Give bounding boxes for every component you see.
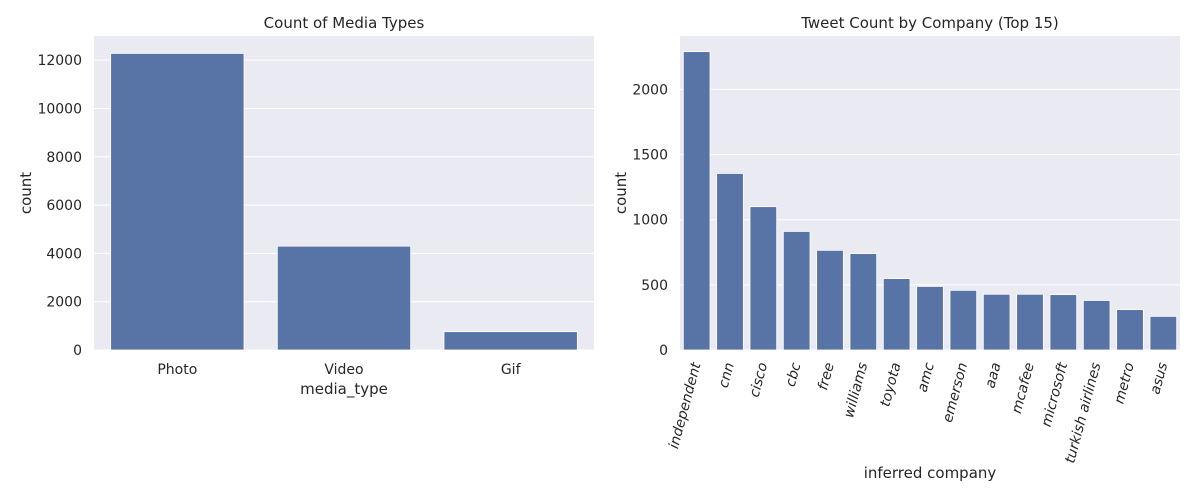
y-tick-label: 6000: [46, 198, 82, 214]
y-tick-label: 500: [641, 278, 668, 294]
bar: [443, 331, 578, 351]
chart-company-tweets: 0 500 1000 1500 2000 independent cnn cisco cbc f…: [612, 14, 1180, 482]
bar: [782, 231, 811, 351]
x-tick-label: williams: [841, 361, 871, 420]
bar: [949, 289, 978, 351]
x-tick-label: cbc: [783, 361, 805, 389]
bar: [816, 249, 844, 351]
bar: [276, 245, 412, 351]
bar: [982, 293, 1011, 351]
y-tick-label: 0: [659, 343, 668, 359]
x-tick-label: emerson: [940, 361, 971, 424]
chart-title: Count of Media Types: [264, 14, 425, 32]
y-axis-label: count: [612, 172, 630, 214]
bar: [682, 51, 711, 351]
x-tick-label: free: [815, 361, 838, 392]
y-tick-label: 2000: [632, 82, 668, 98]
bar: [1082, 300, 1111, 351]
bar: [1116, 309, 1144, 351]
x-tick-label: turkish airlines: [1062, 361, 1104, 465]
x-ticks: Photo Video Gif: [157, 362, 521, 378]
x-tick-label: microsoft: [1039, 360, 1072, 428]
chart-title: Tweet Count by Company (Top 15): [800, 14, 1059, 32]
x-tick-label: independent: [666, 360, 704, 450]
x-axis-label: media_type: [300, 380, 388, 399]
x-tick-label: toyota: [877, 361, 904, 409]
y-tick-label: 0: [73, 343, 82, 359]
bars: [110, 52, 578, 351]
y-tick-label: 1000: [632, 213, 668, 229]
x-tick-label: mcafee: [1009, 361, 1038, 415]
bar: [749, 206, 778, 351]
x-tick-label: amc: [915, 361, 938, 394]
bar: [1049, 294, 1078, 351]
bar: [916, 286, 944, 351]
x-tick-label: asus: [1147, 361, 1171, 396]
x-tick-label: Gif: [501, 362, 522, 378]
x-tick-label: Video: [324, 362, 363, 378]
x-ticks: independent cnn cisco cbc free williams toyota…: [666, 360, 1171, 465]
y-tick-label: 1500: [632, 148, 668, 164]
x-tick-label: metro: [1112, 361, 1138, 406]
y-tick-label: 12000: [37, 53, 82, 69]
y-ticks: 0 500 1000 1500 2000: [632, 82, 668, 359]
bar: [1149, 315, 1178, 351]
x-axis-label: inferred company: [864, 464, 997, 482]
bars: [682, 51, 1178, 351]
x-tick-label: aaa: [982, 361, 1004, 390]
y-tick-label: 2000: [46, 295, 82, 311]
y-tick-label: 8000: [46, 150, 82, 166]
bar: [110, 52, 245, 351]
bar: [716, 173, 744, 351]
y-ticks: 0 2000 4000 6000 8000 10000 12000: [37, 53, 82, 359]
chart-media-types: 0 2000 4000 6000 8000 10000 12000 Photo Video Gi…: [17, 14, 594, 399]
bar: [1016, 293, 1044, 351]
y-tick-label: 10000: [37, 101, 82, 117]
bar: [849, 253, 878, 351]
y-axis-label: count: [17, 172, 35, 214]
y-tick-label: 4000: [46, 246, 82, 262]
x-tick-label: cnn: [716, 361, 738, 390]
bar: [882, 278, 911, 351]
x-tick-label: Photo: [157, 362, 197, 378]
x-tick-label: cisco: [747, 361, 772, 399]
